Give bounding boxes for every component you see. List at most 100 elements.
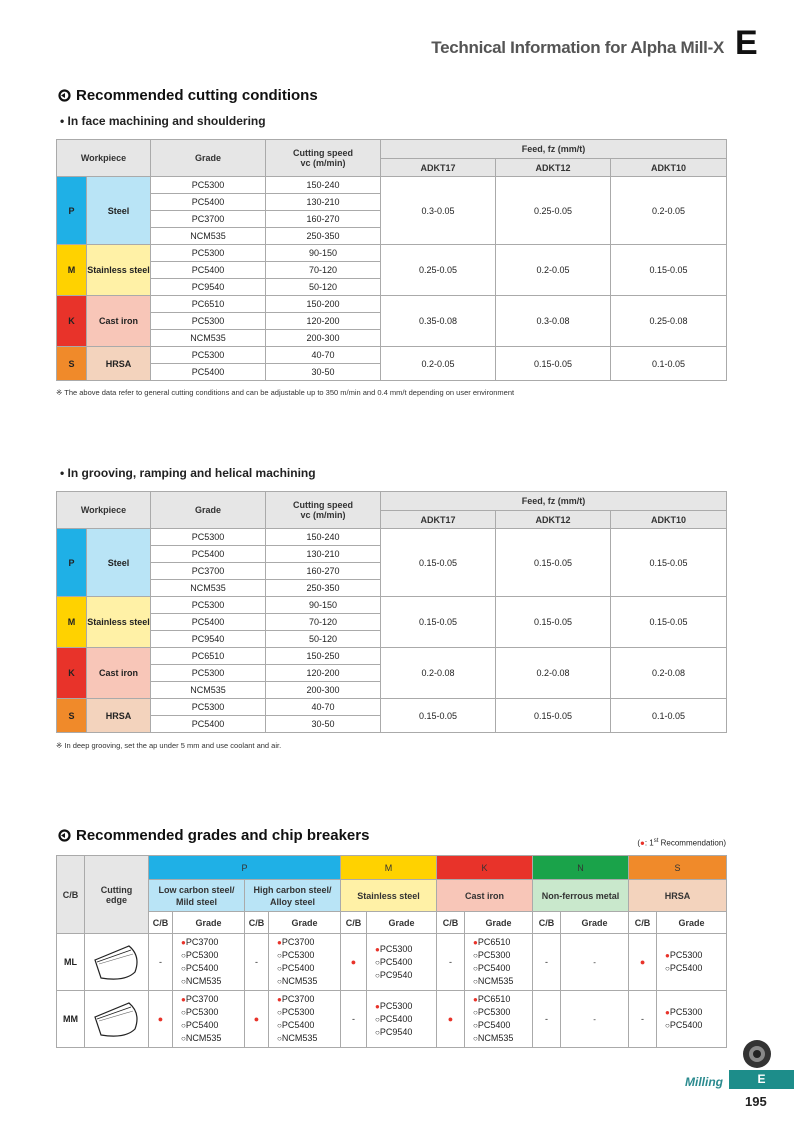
conditions-table: Workpiece Grade Cutting speed vc (m/min) Fee… <box>55 139 728 381</box>
header-row: C/B Cutting edge P M K N S <box>56 855 728 934</box>
grade-list: - <box>560 933 630 991</box>
workpiece-code: P <box>56 528 87 597</box>
grade-list: ●PC6510 ○PC5300 ○PC5400 ○NCM535 <box>464 933 534 991</box>
grade-line: ○PC5300 <box>466 949 532 962</box>
grade-mark: ○ <box>473 1021 478 1030</box>
feed-cell: 0.35-0.08 <box>380 295 497 347</box>
feed-cell: 0.3-0.08 <box>495 295 612 347</box>
header-cell: ADKT10 <box>610 158 728 177</box>
material-cell: Non-ferrous metal <box>532 879 630 912</box>
speed-cell: 130-210 <box>265 545 382 563</box>
gear-icon <box>743 1040 771 1068</box>
cb-cell: ● <box>148 990 173 1048</box>
grade-mark: ○ <box>473 951 478 960</box>
workpiece-material: Stainless steel <box>85 244 152 296</box>
grade-cell: PC3700 <box>150 210 267 228</box>
workpiece-code: M <box>56 244 87 296</box>
grade-cell: PC5300 <box>150 346 267 364</box>
header-cell: Workpiece <box>55 139 152 177</box>
data-row: PC9540 50-120 <box>57 630 727 648</box>
header-cell: Feed, fz (mm/t) <box>380 491 728 511</box>
grade-cell: PC6510 <box>150 647 267 665</box>
grade-cell: PC6510 <box>150 295 267 313</box>
grade-list: ●PC3700 ○PC5300 ○PC5400 ○NCM535 <box>172 933 245 991</box>
grade-mark: ○ <box>375 970 380 980</box>
grade-name: PC3700 <box>185 937 219 947</box>
header-cell: Feed, fz (mm/t) <box>380 139 728 159</box>
data-row: PC5400 130-210 <box>57 193 727 211</box>
data-row: NCM535 200-300 <box>57 681 727 699</box>
header-line: Cutting speed <box>293 148 354 158</box>
header-cell: ADKT17 <box>380 510 497 529</box>
feed-cell: 0.1-0.05 <box>610 698 728 733</box>
grade-name: PC5400 <box>185 1020 219 1030</box>
grade-name: PC3700 <box>281 937 315 947</box>
grade-line: ●PC3700 <box>174 993 244 1006</box>
grade-cell: PC3700 <box>150 562 267 580</box>
data-row: K Cast iron PC6510 150-200 0.35-0.08 0.3-0.08… <box>56 295 728 347</box>
grade-mark: ○ <box>665 1021 670 1030</box>
section-title: Recommended cutting conditions <box>76 87 318 104</box>
sub-header: C/B <box>340 911 368 934</box>
header-cell: ADKT12 <box>495 158 612 177</box>
grade-line: ○NCM535 <box>466 1032 532 1045</box>
cb-cell: - <box>340 990 368 1048</box>
cb-cell: - <box>436 933 466 991</box>
grade-line: ○PC5400 <box>658 962 726 975</box>
cb-cell: ● <box>244 990 269 1048</box>
grade-mark: ● <box>473 938 478 947</box>
grade-line: ○NCM535 <box>174 975 244 988</box>
material-cell: HRSA <box>628 879 728 912</box>
workpiece-material: Steel <box>85 528 152 597</box>
grade-name: PC5400 <box>281 1020 315 1030</box>
row-name: ML <box>56 933 85 991</box>
grade-line: ○NCM535 <box>466 975 532 988</box>
header-cell: Workpiece <box>55 491 152 529</box>
page-number: 195 <box>745 1094 767 1109</box>
grade-name: PC5400 <box>477 963 511 973</box>
grade-mark: ○ <box>181 1008 186 1017</box>
header-cell: C/B <box>56 855 85 934</box>
speed-cell: 70-120 <box>265 613 382 631</box>
data-row: ML - ●PC3700 ○PC5300 ○PC5400 ○NCM535- ●PC3700 ○… <box>56 933 728 991</box>
section-icon <box>58 89 71 102</box>
grade-mark: ● <box>473 995 478 1004</box>
grade-name: NCM535 <box>185 976 222 986</box>
grade-mark: ● <box>665 951 670 960</box>
section-icon <box>58 829 71 842</box>
speed-cell: 150-240 <box>265 528 382 546</box>
edge-cell <box>84 990 149 1048</box>
grade-list: ●PC3700 ○PC5300 ○PC5400 ○NCM535 <box>267 990 342 1048</box>
grade-name: PC5400 <box>669 963 703 973</box>
data-row: S HRSA PC5300 40-70 0.15-0.05 0.15-0.05 0.1-0.… <box>56 698 728 733</box>
grade-mark: ○ <box>277 1008 282 1017</box>
legend: (●: 1st Recommendation) <box>637 838 726 848</box>
grade-mark: ● <box>375 944 380 954</box>
grade-line: ○PC9540 <box>368 969 436 982</box>
feed-cell: 0.25-0.05 <box>380 244 497 296</box>
note: ※ In deep grooving, set the ap under 5 m… <box>56 741 282 750</box>
material-cell: Low carbon steel/ Mild steel <box>148 879 245 912</box>
grade-mark: ○ <box>277 964 282 973</box>
grade-name: PC5300 <box>669 1007 703 1017</box>
grade-cell: PC5300 <box>150 664 267 682</box>
data-row: M Stainless steel PC5300 90-150 0.15-0.05 0.1… <box>56 596 728 648</box>
feed-cell: 0.15-0.05 <box>610 596 728 648</box>
header-cell: Grade <box>150 139 267 177</box>
group-code: N <box>532 855 630 880</box>
data-row: P Steel PC5300 150-240 0.15-0.05 0.15-0.05 0.1… <box>56 528 728 597</box>
grade-line: ○PC5400 <box>368 1013 436 1026</box>
header-row: ADKT17 ADKT12 ADKT10 <box>57 158 728 177</box>
cb-cell: ● <box>340 933 368 991</box>
grade-mark: ○ <box>473 1034 478 1043</box>
grade-cell: PC9540 <box>150 630 267 648</box>
group-code: K <box>436 855 534 880</box>
workpiece-code: M <box>56 596 87 648</box>
data-row: S HRSA PC5300 40-70 0.2-0.05 0.15-0.05 0.1-0.0… <box>56 346 728 381</box>
grade-list: ●PC5300 ○PC5400 <box>656 933 728 991</box>
speed-cell: 50-120 <box>265 630 382 648</box>
grade-list: ●PC5300 ○PC5400 <box>656 990 728 1048</box>
feed-cell: 0.15-0.05 <box>380 528 497 597</box>
header-title: Technical Information for Alpha Mill-X <box>431 38 724 57</box>
data-row: M Stainless steel PC5300 90-150 0.25-0.05 0.2… <box>56 244 728 296</box>
